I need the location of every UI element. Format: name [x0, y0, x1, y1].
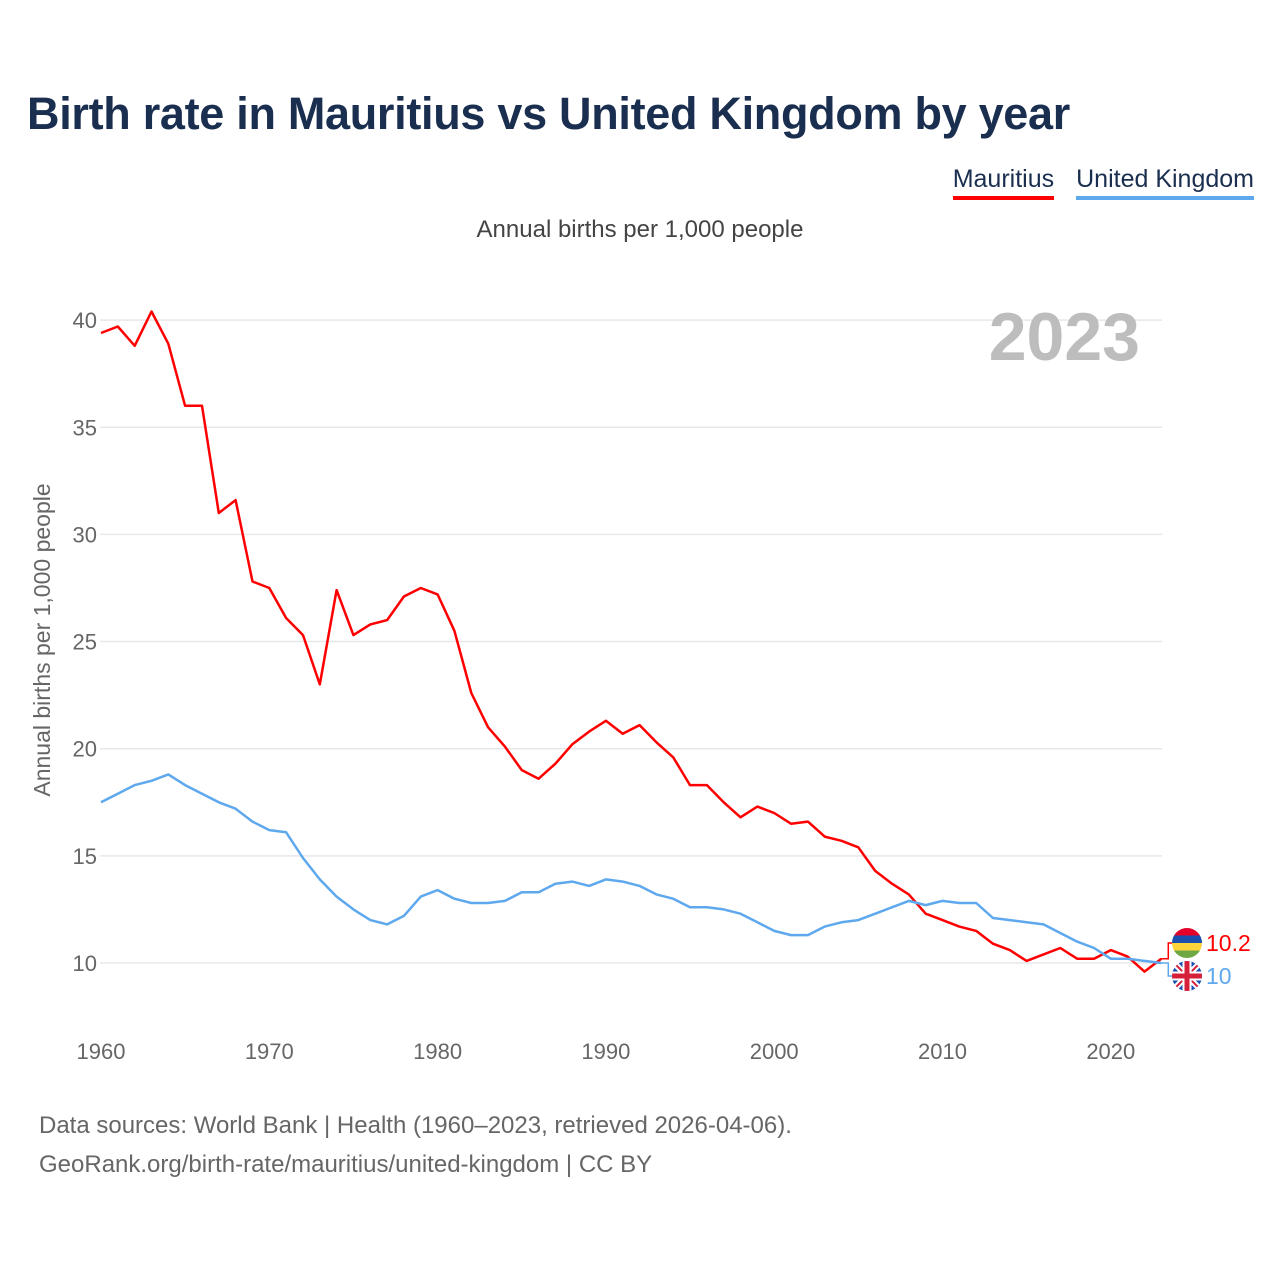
x-tick-label: 2000 — [750, 1039, 799, 1064]
source-note: Data sources: World Bank | Health (1960–… — [39, 1106, 792, 1184]
legend-item-mauritius[interactable]: Mauritius — [952, 165, 1055, 200]
legend: Mauritius United Kingdom — [952, 165, 1254, 200]
x-tick-label: 2020 — [1086, 1039, 1135, 1064]
series-line-united-kingdom[interactable] — [100, 773, 1162, 965]
end-connector — [1161, 942, 1176, 960]
mauritius-flag-icon — [1172, 928, 1202, 958]
uk-flag-icon — [1172, 961, 1202, 991]
y-tick-label: 25 — [73, 630, 97, 655]
y-tick-label: 15 — [73, 844, 97, 869]
x-tick-label: 1990 — [581, 1039, 630, 1064]
source-line-2[interactable]: GeoRank.org/birth-rate/mauritius/united-… — [39, 1151, 653, 1178]
y-tick-label: 10 — [73, 951, 97, 976]
chart-subtitle: Annual births per 1,000 people — [476, 216, 804, 243]
x-tick-label: 1970 — [245, 1039, 294, 1064]
legend-item-united-kingdom[interactable]: United Kingdom — [1076, 165, 1254, 200]
end-value-label: 10 — [1206, 963, 1232, 989]
year-label: 2023 — [989, 299, 1140, 375]
y-axis-label: Annual births per 1,000 people — [29, 483, 55, 796]
chart-title: Birth rate in Mauritius vs United Kingdo… — [27, 88, 1070, 139]
end-connector — [1161, 962, 1176, 977]
end-value-label: 10.2 — [1206, 930, 1251, 956]
y-tick-label: 40 — [73, 308, 97, 333]
y-tick-label: 20 — [73, 737, 97, 762]
x-tick-label: 1960 — [77, 1039, 126, 1064]
source-line-1: Data sources: World Bank | Health (1960–… — [39, 1112, 792, 1139]
y-tick-label: 35 — [73, 415, 97, 440]
series-line-mauritius[interactable] — [100, 310, 1163, 973]
x-tick-label: 2010 — [918, 1039, 967, 1064]
y-tick-label: 30 — [73, 522, 97, 547]
x-tick-label: 1980 — [413, 1039, 462, 1064]
